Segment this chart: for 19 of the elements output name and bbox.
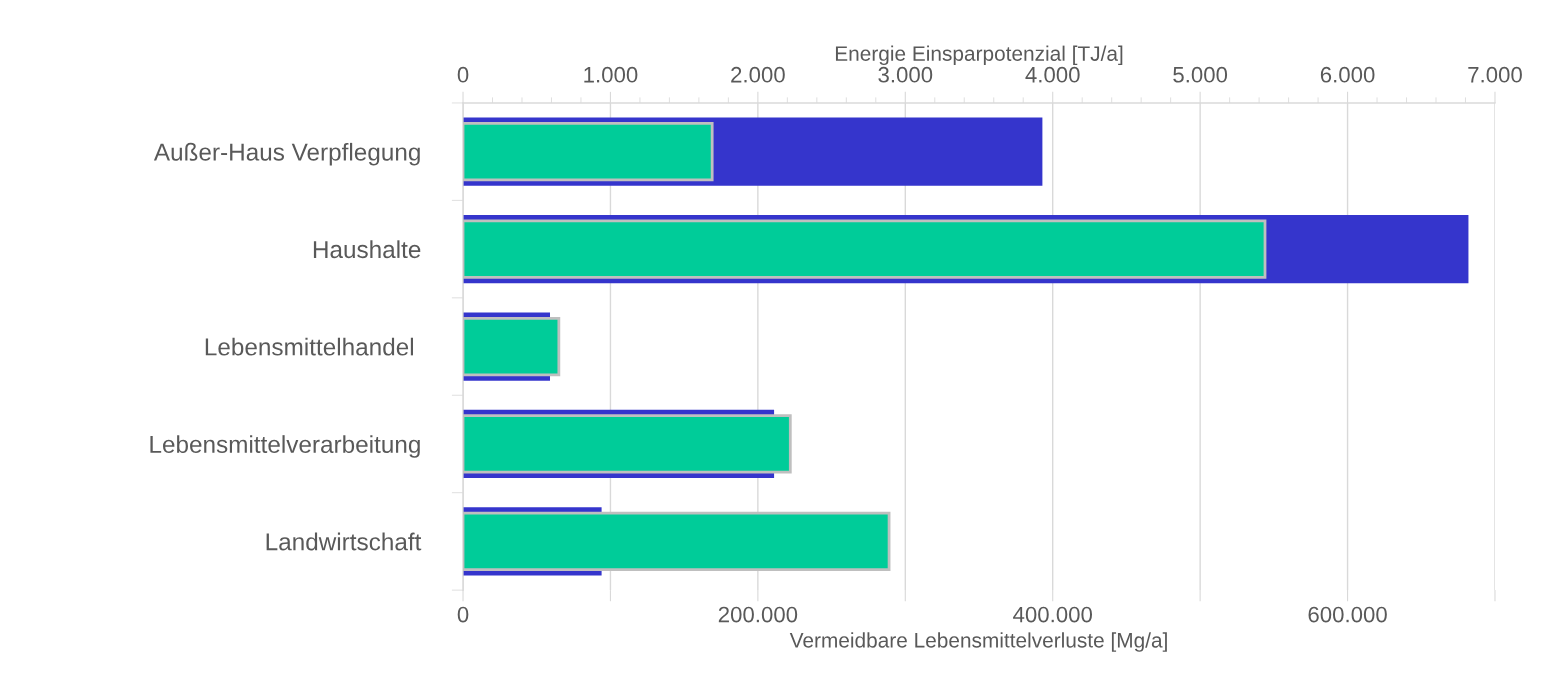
y-tick-label: Lebensmittelverarbeitung [150,435,420,458]
x2-tick-label: 5.000 [1173,66,1228,83]
y-tick-label: Lebensmittelhandel [205,337,413,356]
x2-tick-label: 1.000 [584,66,638,83]
x-tick-label: 400.000 [1013,606,1093,623]
x-tick-label: 200.000 [718,606,798,623]
x2-tick-label: 0 [457,66,469,83]
x-axis-title: Vermeidbare Lebensmittelverluste [Mg/a] [789,632,1167,652]
y-tick-label: Außer-Haus Verpflegung [153,142,420,166]
x-tick-label: 600.000 [1308,606,1387,623]
x2-tick-label: 6.000 [1320,66,1375,83]
y-tick-label: Landwirtschaft [266,532,422,551]
x-tick-label: 0 [457,606,469,623]
x2-tick-label: 7.000 [1468,66,1522,83]
x2-tick-label: 3.000 [878,66,933,83]
y-tick-label: Haushalte [313,240,421,259]
x2-axis-title: Energie Einsparpotenzial [TJ/a] [835,45,1123,66]
x2-tick-label: 2.000 [731,66,785,83]
x2-tick-label: 4.000 [1025,66,1080,83]
